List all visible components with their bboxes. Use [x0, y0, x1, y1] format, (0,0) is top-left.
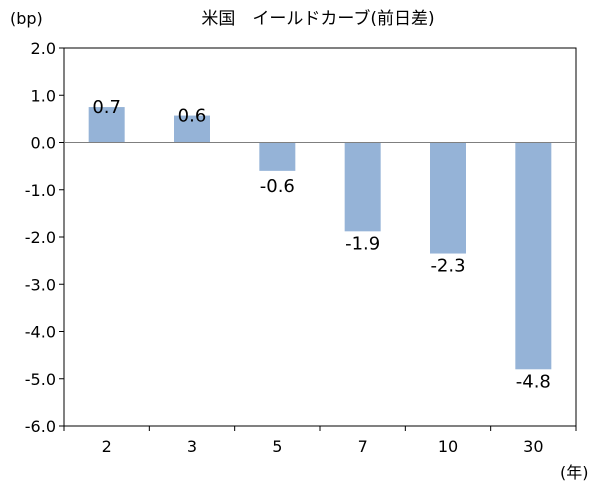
data-labels-group: 0.7 0.6 -0.6 -1.9 -2.3 -4.8: [92, 97, 551, 392]
bar-10y: [430, 142, 466, 254]
bar-7y: [344, 142, 381, 232]
data-label-30y: -4.8: [516, 371, 551, 392]
x-tick-label: 3: [187, 437, 197, 456]
data-label-7y: -1.9: [345, 233, 380, 254]
y-tick-label: -2.0: [25, 228, 56, 247]
y-tick-label: 1.0: [31, 86, 56, 105]
y-tick-label: -6.0: [25, 417, 56, 436]
bar-5y: [259, 142, 296, 171]
bar-2y: [88, 107, 125, 143]
data-label-2y: 0.7: [92, 97, 121, 118]
y-tick-label: -3.0: [25, 275, 56, 294]
data-label-5y: -0.6: [260, 176, 295, 197]
x-tick-label: 5: [272, 437, 282, 456]
bar-3y: [174, 115, 210, 143]
y-tick-label: -4.0: [25, 323, 56, 342]
x-tick-label: 10: [438, 437, 458, 456]
y-axis-unit-label: (bp): [10, 9, 43, 28]
y-tick-label: -1.0: [25, 181, 56, 200]
data-label-10y: -2.3: [430, 256, 465, 277]
bar-30y: [515, 142, 552, 370]
axis-ticks-group: 2.0 1.0 0.0 -1.0 -2.0 -3.0 -4.0 -5.0 -6.0 2 3 5 7 10 3…: [25, 39, 577, 456]
x-tick-label: 7: [358, 437, 368, 456]
x-axis-unit-label: (年): [560, 463, 589, 482]
bars-group: [88, 107, 552, 370]
x-tick-label: 2: [102, 437, 112, 456]
plot-area: [63, 47, 577, 427]
data-label-3y: 0.6: [178, 106, 207, 127]
y-tick-label: 2.0: [31, 39, 56, 58]
y-tick-label: 0.0: [31, 134, 56, 153]
y-tick-label: -5.0: [25, 370, 56, 389]
x-tick-label: 30: [523, 437, 543, 456]
chart-title: 米国 イールドカーブ(前日差): [201, 8, 434, 29]
